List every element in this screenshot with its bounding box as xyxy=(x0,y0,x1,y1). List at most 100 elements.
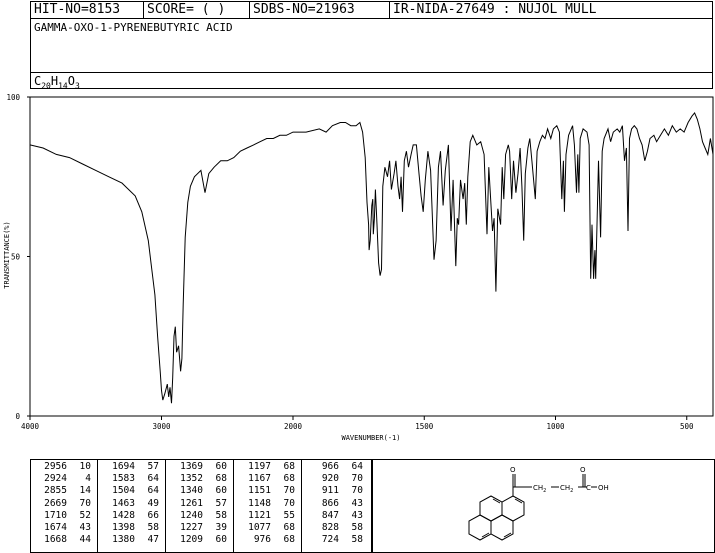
peak-row: 866 43 xyxy=(309,498,363,510)
peak-transmittance: 60 xyxy=(215,534,227,546)
peak-column-5: 966 64 920 70 911 70 866 43 847 43 828 58 724 58 xyxy=(309,461,363,546)
peak-wavenumber: 1151 xyxy=(248,485,271,497)
peak-transmittance: 70 xyxy=(79,497,91,509)
peak-wavenumber: 1369 xyxy=(180,461,203,472)
peak-row: 1398 58 xyxy=(105,522,159,534)
peak-wavenumber: 966 xyxy=(321,461,339,472)
peak-wavenumber: 2956 xyxy=(44,461,67,472)
peak-wavenumber: 1694 xyxy=(112,461,135,472)
x-tick-label: 500 xyxy=(680,422,694,431)
peak-row: 1674 43 xyxy=(37,522,91,534)
x-tick-label: 4000 xyxy=(21,422,40,431)
x-tick-label: 2000 xyxy=(284,422,303,431)
peak-transmittance: 70 xyxy=(283,485,295,497)
peak-transmittance: 66 xyxy=(147,509,159,521)
peak-transmittance: 14 xyxy=(79,485,91,497)
peak-wavenumber: 1167 xyxy=(248,473,271,485)
peak-table: 2956 10 2924 4 2855 14 2669 70 1710 52 1674 43 1668 4… xyxy=(30,459,372,553)
peak-row: 1428 66 xyxy=(105,510,159,522)
peak-wavenumber: 1428 xyxy=(112,509,135,521)
peak-transmittance: 43 xyxy=(351,497,363,509)
peak-row: 1197 68 xyxy=(241,461,295,473)
peak-wavenumber: 1077 xyxy=(248,522,271,534)
peak-wavenumber: 866 xyxy=(321,497,339,509)
peak-row: 1227 39 xyxy=(173,522,227,534)
peak-row: 1340 60 xyxy=(173,485,227,497)
x-tick-label: 1500 xyxy=(415,422,434,431)
peak-wavenumber: 1710 xyxy=(44,509,67,521)
hydroxyl-label: OH xyxy=(598,484,609,492)
peak-transmittance: 70 xyxy=(283,497,295,509)
peak-row: 1148 70 xyxy=(241,498,295,510)
peak-row: 724 58 xyxy=(309,534,363,546)
peak-row: 1209 60 xyxy=(173,534,227,546)
peak-transmittance: 60 xyxy=(215,461,227,472)
peak-transmittance: 64 xyxy=(147,473,159,485)
formula-bar: C20H14O3 xyxy=(31,72,712,91)
molecular-formula: C20H14O3 xyxy=(34,74,80,91)
peak-row: 2924 4 xyxy=(37,473,91,485)
peak-wavenumber: 2669 xyxy=(44,497,67,509)
peak-row: 1668 44 xyxy=(37,534,91,546)
score: SCORE= ( ) xyxy=(143,2,249,18)
peak-wavenumber: 1121 xyxy=(248,509,271,521)
peak-transmittance: 49 xyxy=(147,497,159,509)
peak-row: 1151 70 xyxy=(241,485,295,497)
peak-transmittance: 68 xyxy=(283,534,295,546)
peak-transmittance: 68 xyxy=(215,473,227,485)
peak-wavenumber: 1148 xyxy=(248,497,271,509)
y-axis-label: TRANSMITTANCE(%) xyxy=(3,221,11,288)
peak-wavenumber: 1227 xyxy=(180,522,203,534)
peak-row: 1710 52 xyxy=(37,510,91,522)
peak-transmittance: 58 xyxy=(351,534,363,546)
y-tick-label: 100 xyxy=(6,93,20,102)
molecular-structure: O O CH2 CH2 C OH xyxy=(468,466,609,541)
plot-frame xyxy=(29,96,714,417)
peak-wavenumber: 1398 xyxy=(112,522,135,534)
peak-transmittance: 44 xyxy=(79,534,91,546)
peak-row: 1261 57 xyxy=(173,498,227,510)
peak-wavenumber: 1197 xyxy=(248,461,271,472)
peak-wavenumber: 724 xyxy=(321,534,339,546)
peak-row: 1694 57 xyxy=(105,461,159,473)
peak-transmittance: 64 xyxy=(147,485,159,497)
peak-row: 2669 70 xyxy=(37,498,91,510)
methylene-label-1: CH2 xyxy=(533,484,546,494)
peak-wavenumber: 976 xyxy=(253,534,271,546)
y-tick-label: 50 xyxy=(11,253,21,262)
peak-transmittance: 60 xyxy=(215,485,227,497)
peak-row: 1463 49 xyxy=(105,498,159,510)
peak-wavenumber: 828 xyxy=(321,522,339,534)
peak-row: 1352 68 xyxy=(173,473,227,485)
peak-wavenumber: 847 xyxy=(321,509,339,521)
peak-column-3: 1369 60 1352 68 1340 60 1261 57 1240 58 1227 39 1209… xyxy=(173,461,227,546)
peak-wavenumber: 1504 xyxy=(112,485,135,497)
sdbs-number: SDBS-NO=21963 xyxy=(249,2,389,18)
peak-row: 966 64 xyxy=(309,461,363,473)
methylene-label-2: CH2 xyxy=(560,484,573,494)
peak-wavenumber: 1209 xyxy=(180,534,203,546)
peak-transmittance: 70 xyxy=(351,485,363,497)
header-info-row: HIT-NO=8153 SCORE= ( ) SDBS-NO=21963 IR-… xyxy=(31,2,712,19)
peak-wavenumber: 1674 xyxy=(44,522,67,534)
peak-wavenumber: 2924 xyxy=(44,473,67,485)
y-tick-label: 0 xyxy=(15,412,20,421)
peak-transmittance: 64 xyxy=(351,461,363,472)
peak-transmittance: 10 xyxy=(79,461,91,472)
peak-transmittance: 52 xyxy=(79,509,91,521)
peak-row: 1369 60 xyxy=(173,461,227,473)
peak-wavenumber: 2855 xyxy=(44,485,67,497)
peak-row: 1077 68 xyxy=(241,522,295,534)
peak-row: 2956 10 xyxy=(37,461,91,473)
peak-transmittance: 4 xyxy=(85,473,91,485)
spectrum-line xyxy=(29,111,714,404)
peak-column-2: 1694 57 1583 64 1504 64 1463 49 1428 66 1398 58 1380… xyxy=(105,461,159,546)
compound-name: GAMMA-OXO-1-PYRENEBUTYRIC ACID xyxy=(34,21,233,34)
peak-transmittance: 57 xyxy=(215,497,227,509)
peak-transmittance: 68 xyxy=(283,461,295,472)
peak-column-4: 1197 68 1167 68 1151 70 1148 70 1121 55 1077 68 976 6… xyxy=(241,461,295,546)
x-axis-label: WAVENUMBER(-1) xyxy=(341,434,400,442)
peak-wavenumber: 1380 xyxy=(112,534,135,546)
